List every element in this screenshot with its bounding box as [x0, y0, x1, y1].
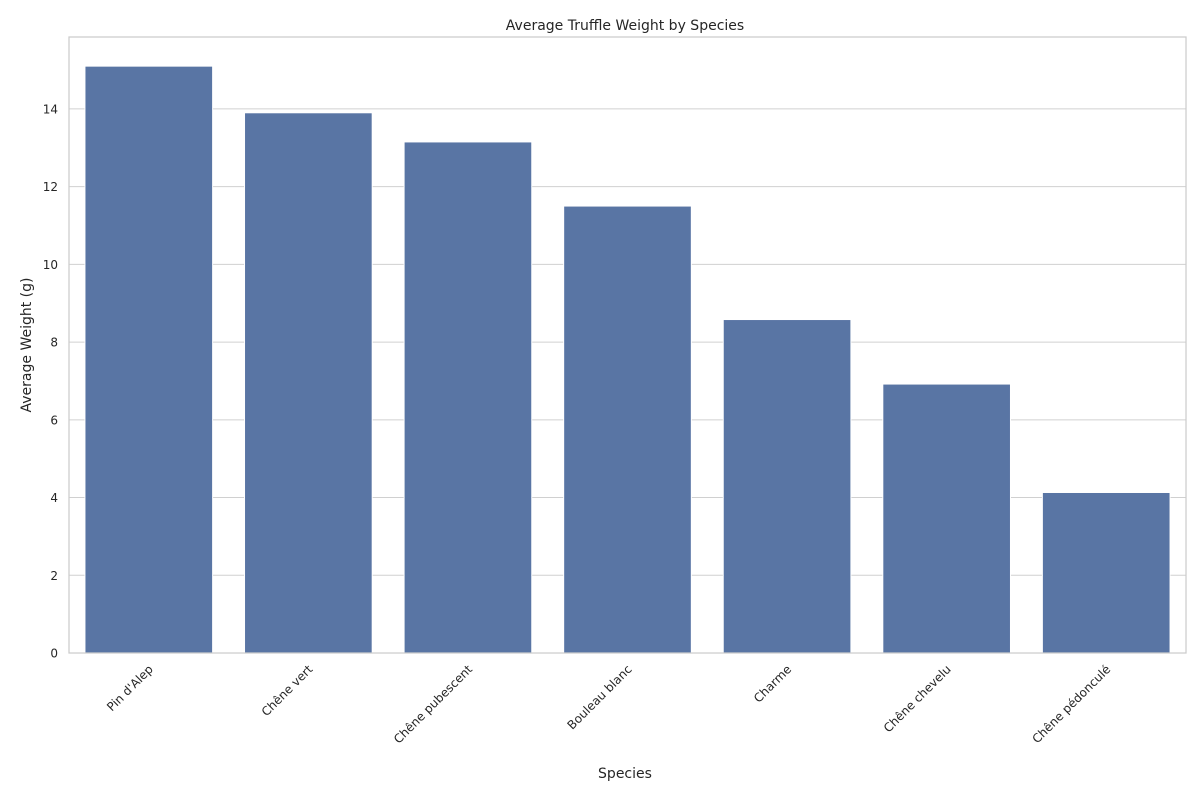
- y-tick-label: 10: [43, 258, 58, 272]
- y-tick-labels: 0 2 4 6 8 10 12 14: [43, 102, 58, 660]
- bar: [84, 65, 214, 654]
- y-tick-label: 14: [43, 102, 58, 116]
- y-tick-label: 6: [50, 413, 58, 427]
- bar: [563, 205, 692, 654]
- y-tick-label: 8: [50, 336, 58, 350]
- bar: [882, 383, 1011, 654]
- chart-title: Average Truffle Weight by Species: [506, 18, 744, 34]
- y-tick-label: 12: [43, 180, 58, 194]
- y-tick-label: 4: [50, 491, 58, 505]
- x-axis-label: Species: [598, 766, 652, 782]
- bar: [1041, 491, 1171, 654]
- y-tick-label: 2: [50, 569, 58, 583]
- plot-frame: [68, 36, 1187, 654]
- bars: [84, 65, 1171, 654]
- bar: [244, 112, 373, 654]
- y-axis-label: Average Weight (g): [19, 278, 35, 413]
- bar: [403, 141, 533, 654]
- y-tick-label: 0: [50, 647, 58, 661]
- bar: [722, 319, 852, 654]
